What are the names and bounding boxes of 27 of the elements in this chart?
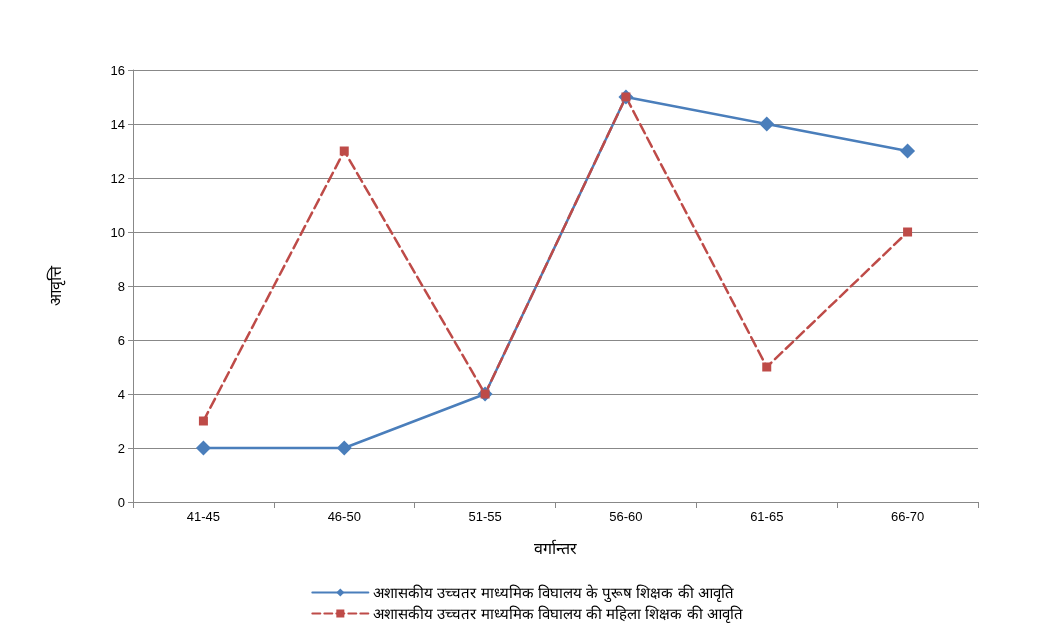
x-tick-label: 61-65 [750, 509, 784, 524]
y-tick-label: 10 [110, 224, 125, 240]
x-tick-label: 46-50 [327, 509, 361, 524]
x-tick-label: 41-45 [186, 509, 221, 524]
point [198, 416, 208, 426]
y-tick-label: 16 [110, 62, 125, 78]
x-tick-label: 66-70 [890, 509, 925, 524]
legend-label: अशासकीय उच्चतर माध्यमिक विघालय के पुरूष शिक्षक की आवृति [373, 584, 734, 603]
point [336, 440, 352, 456]
x-tick-label: 51-55 [468, 509, 502, 524]
point [759, 116, 775, 132]
point [339, 146, 349, 156]
y-axis-title: आवृत्ति [45, 265, 66, 306]
y-tick-label: 14 [110, 116, 125, 132]
y-tick-label: 6 [117, 332, 125, 348]
y-tick-label: 8 [117, 278, 125, 294]
x-tick-label: 56-60 [609, 509, 643, 524]
point [195, 440, 211, 456]
point [762, 362, 772, 372]
y-tick-label: 2 [117, 440, 125, 456]
y-tick-label: 12 [110, 170, 125, 186]
point [903, 227, 913, 237]
point [900, 143, 916, 159]
y-tick-label: 4 [117, 386, 125, 402]
y-tick-label: 0 [117, 494, 125, 510]
x-axis-title: वर्गान्तर [534, 538, 577, 557]
legend-label: अशासकीय उच्चतर माध्यमिक विघालय की महिला शिक्षक की आवृति [373, 605, 743, 624]
